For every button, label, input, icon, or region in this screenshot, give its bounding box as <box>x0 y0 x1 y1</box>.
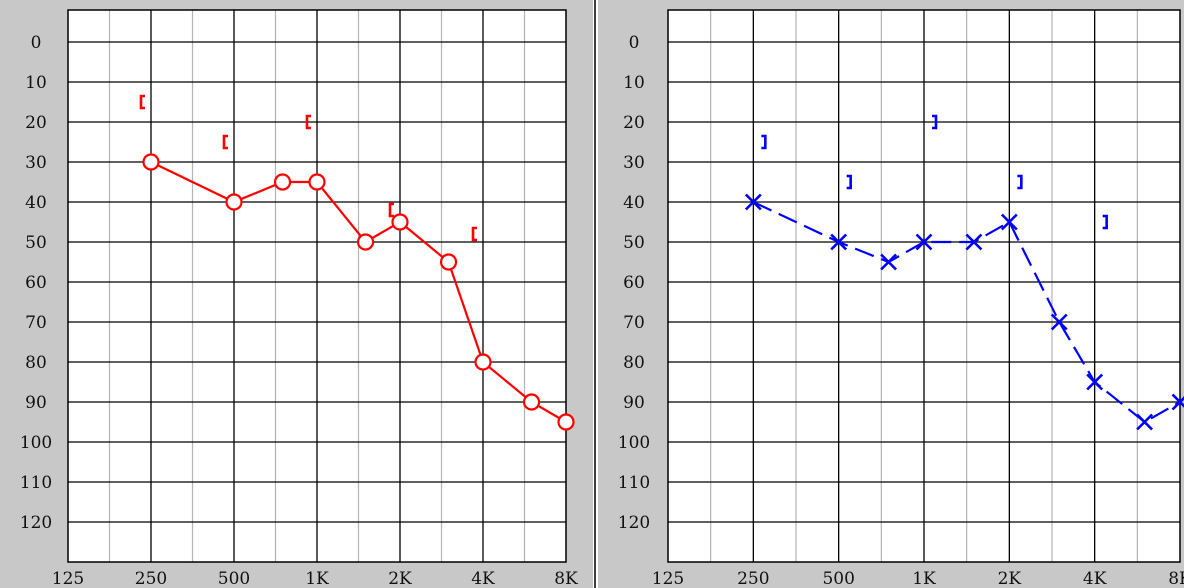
y-tick-label: 40 <box>623 193 645 213</box>
y-tick-label: 100 <box>20 433 52 453</box>
circle-marker <box>522 393 541 411</box>
x-marker <box>1171 393 1184 411</box>
y-tick-label: 20 <box>623 113 645 133</box>
x-tick-label: 1K <box>912 569 936 588</box>
x-tick-label: 2K <box>388 569 412 588</box>
x-tick-label: 4K <box>471 569 495 588</box>
x-marker <box>1050 313 1068 331</box>
y-tick-label: 50 <box>623 233 645 253</box>
y-tick-label: 70 <box>623 313 645 333</box>
right-bracket-marker <box>1017 174 1023 190</box>
y-tick-label: 20 <box>25 113 47 133</box>
x-tick-label: 1K <box>305 569 329 588</box>
x-tick-label: 250 <box>135 569 167 588</box>
x-marker-stroke <box>1086 373 1104 391</box>
circle-marker <box>142 153 160 171</box>
x-tick-label: 8K <box>554 569 578 588</box>
y-tick-label: 60 <box>25 273 47 293</box>
left-bracket-marker <box>305 114 311 130</box>
series-line <box>752 201 1181 424</box>
y-tick-label: 100 <box>618 433 650 453</box>
y-tick-label: 40 <box>25 193 47 213</box>
left-audiogram-panel: 0 10 20 30 40 50 60 70 80 90 100 110 120 125 250 500 1K 2… <box>0 0 593 588</box>
y-tick-label: 80 <box>25 353 47 373</box>
plot-border <box>67 9 567 563</box>
y-tick-label: 50 <box>25 233 47 253</box>
y-tick-label: 0 <box>629 33 640 53</box>
left-bracket-marker <box>471 226 477 242</box>
circle-marker <box>474 353 492 371</box>
x-marker-stroke <box>1000 213 1018 231</box>
x-tick-label: 8K <box>1168 569 1184 588</box>
circle-marker <box>273 173 292 191</box>
x-marker-stroke <box>1171 396 1184 411</box>
y-tick-label: 70 <box>25 313 47 333</box>
x-marker-stroke <box>830 233 848 251</box>
x-tick-label: 250 <box>737 569 769 588</box>
right-bracket-marker <box>761 134 767 150</box>
circle-marker <box>391 213 409 231</box>
y-tick-label: 30 <box>623 153 645 173</box>
y-tick-label: 90 <box>623 393 645 413</box>
left-bracket-marker <box>388 202 394 218</box>
x-tick-label: 2K <box>998 569 1022 588</box>
x-marker <box>915 233 933 251</box>
y-tick-label: 120 <box>618 513 650 533</box>
right-audiogram-chart: 0 10 20 30 40 50 60 70 80 90 100 110 120 125 250 500 1K 2… <box>618 9 1184 588</box>
y-tick-label: 60 <box>623 273 645 293</box>
left-bracket-marker <box>222 134 228 150</box>
left-bracket-marker <box>139 94 145 110</box>
y-tick-label: 30 <box>25 153 47 173</box>
x-marker-stroke <box>1050 313 1068 331</box>
right-bracket-marker <box>932 114 938 130</box>
circle-marker <box>308 173 326 191</box>
x-marker <box>1086 373 1104 391</box>
circle-marker <box>225 193 243 211</box>
circle-marker <box>439 253 458 271</box>
x-marker-stroke <box>915 233 933 251</box>
right-audiogram-panel: 0 10 20 30 40 50 60 70 80 90 100 110 120 125 250 500 1K 2… <box>598 0 1184 588</box>
left-audiogram-chart: 0 10 20 30 40 50 60 70 80 90 100 110 120 125 250 500 1K 2… <box>20 9 578 588</box>
x-marker-stroke <box>1136 413 1154 431</box>
x-marker-stroke <box>965 233 983 251</box>
x-marker <box>744 193 762 211</box>
x-tick-label: 500 <box>218 569 250 588</box>
right-bracket-marker <box>846 174 852 190</box>
x-tick-label: 125 <box>52 569 84 588</box>
x-tick-label: 4K <box>1083 569 1107 588</box>
y-tick-label: 80 <box>623 353 645 373</box>
x-tick-label: 500 <box>822 569 854 588</box>
y-tick-label: 10 <box>623 73 645 93</box>
y-tick-label: 120 <box>20 513 52 533</box>
x-tick-label: 125 <box>652 569 684 588</box>
plot-border <box>667 9 1181 563</box>
y-tick-label: 10 <box>25 73 47 93</box>
circle-marker <box>356 233 375 251</box>
x-marker <box>1136 413 1154 431</box>
y-tick-label: 0 <box>31 33 42 53</box>
panel-divider <box>594 0 596 588</box>
series-line <box>150 161 567 423</box>
x-marker-stroke <box>880 253 898 271</box>
right-bracket-marker <box>1102 214 1108 230</box>
x-marker <box>1000 213 1018 231</box>
circle-marker <box>557 413 575 431</box>
y-tick-label: 110 <box>618 473 650 493</box>
x-marker <box>965 233 983 251</box>
y-tick-label: 110 <box>20 473 52 493</box>
x-marker <box>830 233 848 251</box>
x-marker <box>880 253 898 271</box>
y-tick-label: 90 <box>25 393 47 413</box>
x-marker-stroke <box>744 193 762 211</box>
